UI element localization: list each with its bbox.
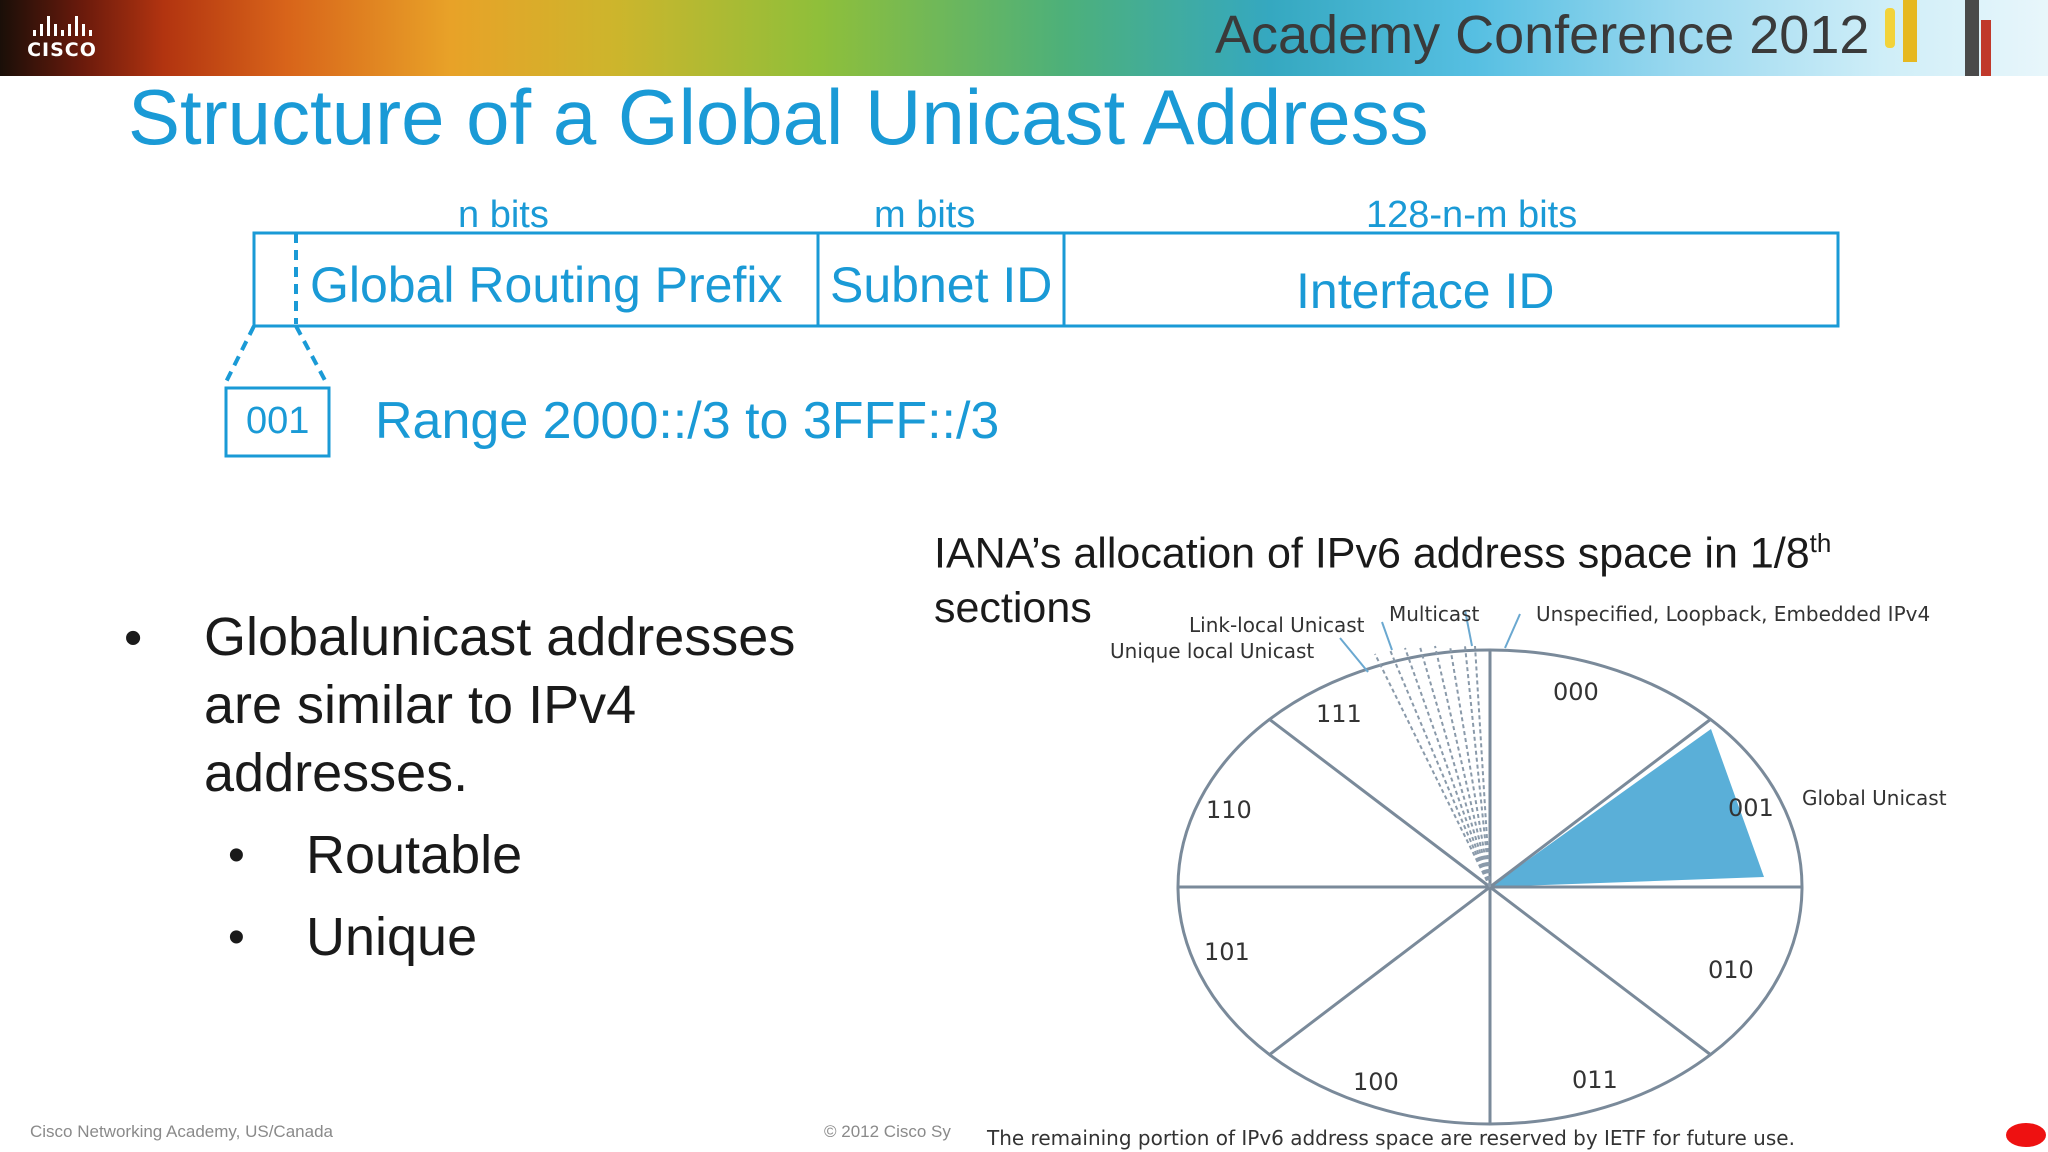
bullet-routable: Routable <box>306 825 523 885</box>
bullet-dot-unique: • <box>228 911 245 964</box>
section-label-111: 111 <box>1316 700 1362 728</box>
m-bits-label: m bits <box>874 194 976 236</box>
footer-left: Cisco Networking Academy, US/Canada <box>30 1122 333 1141</box>
small-allocation-lines <box>1374 645 1491 888</box>
section-label-110: 110 <box>1206 796 1252 824</box>
section-label-001: 001 <box>1728 794 1774 822</box>
bullet-unique: Unique <box>306 907 478 967</box>
conference-title: Academy Conference 2012 <box>1215 5 1870 65</box>
iana-caption-text: IANA’s allocation of IPv6 address space … <box>934 529 1810 578</box>
iana-allocation-pie <box>1176 610 1804 1126</box>
bullet-main-line-1: Globalunicast addresses <box>204 607 796 667</box>
n-bits-label: n bits <box>458 194 549 236</box>
interface-id-field: Interface ID <box>1296 263 1555 319</box>
bullet-dot-routable: • <box>228 829 245 882</box>
section-label-101: 101 <box>1204 938 1250 966</box>
footer-copyright: © 2012 Cisco Sy <box>824 1122 951 1141</box>
address-structure-diagram <box>222 231 1840 458</box>
callout-multicast: Multicast <box>1389 602 1480 626</box>
prefix-box <box>224 386 331 458</box>
structure-box <box>252 231 1840 328</box>
header-banner: CISCO Academy Conference 2012 <box>0 0 2048 76</box>
callout-arrows <box>1339 610 1521 673</box>
bullet-main-line-3: addresses. <box>204 743 469 803</box>
bullet-main-line-2: are similar to IPv4 <box>204 675 637 735</box>
global-routing-prefix-field: Global Routing Prefix <box>310 257 783 313</box>
callout-global-unicast: Global Unicast <box>1802 786 1947 810</box>
banner-decoration <box>1885 0 2048 76</box>
iana-caption-line-2: sections <box>934 584 1092 632</box>
iana-caption: IANA’s allocation of IPv6 address space … <box>934 528 1831 578</box>
section-label-011: 011 <box>1572 1066 1618 1094</box>
global-unicast-slice <box>1490 729 1764 887</box>
remaining-bits-label: 128-n-m bits <box>1366 194 1578 236</box>
pie-dividers <box>1178 650 1802 1124</box>
section-label-100: 100 <box>1353 1068 1399 1096</box>
callout-unspecified: Unspecified, Loopback, Embedded IPv4 <box>1536 602 1931 626</box>
section-label-000: 000 <box>1553 678 1599 706</box>
reserved-note: The remaining portion of IPv6 address sp… <box>987 1126 1795 1150</box>
prefix-zoom-lines <box>222 233 330 387</box>
logo-wordmark: CISCO <box>27 39 97 61</box>
section-label-010: 010 <box>1708 956 1754 984</box>
iana-caption-superscript: th <box>1809 528 1832 558</box>
callout-link-local-unicast: Link-local Unicast <box>1189 613 1365 637</box>
bullet-dot-main: • <box>124 609 143 667</box>
callout-unique-local-unicast: Unique local Unicast <box>1110 639 1315 663</box>
slide-title: Structure of a Global Unicast Address <box>128 73 1429 161</box>
cisco-logo: CISCO <box>22 14 102 64</box>
prefix-bits-value: 001 <box>246 400 310 442</box>
address-range: Range 2000::/3 to 3FFF::/3 <box>375 392 1000 450</box>
subnet-id-field: Subnet ID <box>830 257 1053 313</box>
cisco-bars-icon <box>22 14 102 36</box>
record-indicator-icon <box>2006 1123 2046 1147</box>
